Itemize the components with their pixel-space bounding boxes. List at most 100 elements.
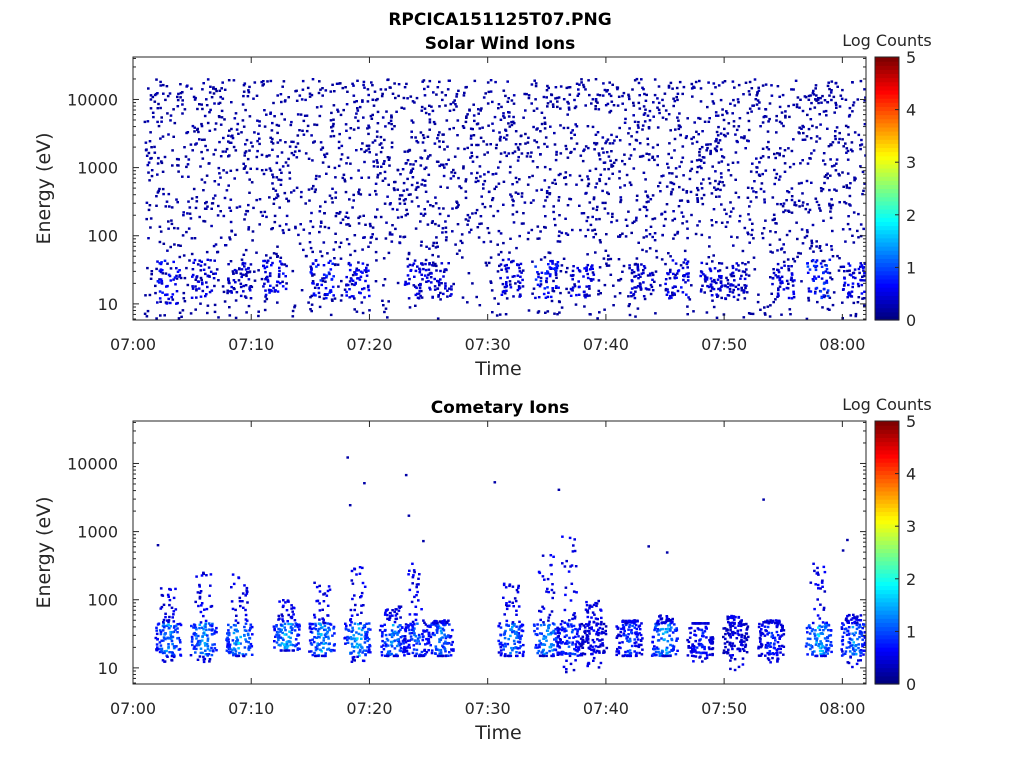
burst-cell <box>176 623 179 626</box>
noise-cell <box>149 226 152 229</box>
noise-cell <box>302 119 306 123</box>
burst-cell <box>293 629 297 632</box>
noise-cell <box>155 204 158 207</box>
noise-cell <box>400 215 403 219</box>
noise-cell <box>321 146 324 149</box>
burst-cell <box>227 633 230 637</box>
burst-cell <box>519 262 523 266</box>
noise-cell <box>166 94 170 98</box>
burst-cell <box>441 654 445 658</box>
noise-cell <box>691 142 694 145</box>
noise-cell <box>499 152 503 155</box>
burst-cell <box>516 274 520 277</box>
noise-cell <box>304 202 307 205</box>
noise-cell <box>621 232 624 235</box>
noise-cell <box>740 136 743 139</box>
burst-cell <box>417 633 421 637</box>
noise-cell <box>346 90 349 93</box>
noise-cell <box>343 288 347 291</box>
burst-cell <box>226 636 229 639</box>
noise-cell <box>243 82 247 85</box>
burst-cell <box>266 280 270 283</box>
noise-cell <box>202 82 205 85</box>
noise-cell <box>752 237 755 240</box>
noise-cell <box>467 272 471 275</box>
noise-cell <box>491 100 494 104</box>
noise-cell <box>477 108 480 111</box>
noise-cell <box>566 100 569 104</box>
noise-cell <box>791 280 795 283</box>
noise-cell <box>748 80 752 84</box>
noise-cell <box>661 98 664 102</box>
colorbar-swatch <box>875 266 899 272</box>
burst-cell <box>863 290 866 293</box>
burst-cell <box>709 269 713 273</box>
noise-cell <box>323 212 326 215</box>
noise-cell <box>319 141 323 144</box>
burst-cell <box>823 287 826 291</box>
noise-cell <box>520 195 524 198</box>
noise-cell <box>644 108 647 111</box>
noise-cell <box>695 170 699 174</box>
burst-cell <box>445 268 448 272</box>
noise-cell <box>357 261 360 264</box>
noise-cell <box>530 228 534 232</box>
burst-cell <box>416 590 419 594</box>
noise-cell <box>309 220 312 223</box>
noise-cell <box>756 92 759 95</box>
noise-cell <box>181 91 184 94</box>
noise-cell <box>650 285 654 289</box>
noise-cell <box>426 223 430 226</box>
noise-cell <box>264 295 267 298</box>
noise-cell <box>181 103 184 106</box>
noise-cell <box>628 127 631 130</box>
noise-cell <box>336 108 339 111</box>
burst-cell <box>709 277 713 280</box>
burst-cell <box>446 642 449 645</box>
burst-cell <box>394 614 398 617</box>
burst-cell <box>366 639 369 643</box>
noise-cell <box>361 99 364 102</box>
burst-cell <box>860 283 864 287</box>
burst-cell <box>155 632 159 636</box>
burst-cell <box>686 266 689 269</box>
noise-cell <box>632 101 635 105</box>
noise-cell <box>862 227 865 231</box>
noise-cell <box>262 83 265 86</box>
burst-cell <box>161 291 164 294</box>
noise-cell <box>231 136 235 140</box>
burst-cell <box>208 594 211 597</box>
noise-cell <box>271 148 274 151</box>
noise-cell <box>605 151 609 154</box>
burst-cell <box>412 262 416 265</box>
noise-cell <box>337 212 341 215</box>
noise-cell <box>778 95 781 98</box>
noise-cell <box>668 172 671 175</box>
noise-cell <box>408 306 412 309</box>
noise-cell <box>512 221 516 224</box>
noise-cell <box>482 140 485 143</box>
burst-cell <box>843 277 846 280</box>
burst-cell <box>444 636 448 640</box>
noise-cell <box>580 81 583 84</box>
burst-cell <box>290 607 293 610</box>
noise-cell <box>764 313 767 316</box>
noise-cell <box>746 196 750 199</box>
burst-cell <box>505 263 508 267</box>
burst-cell <box>433 622 436 625</box>
burst-cell <box>365 274 369 277</box>
noise-cell <box>785 199 788 202</box>
noise-cell <box>829 143 832 146</box>
noise-cell <box>217 183 220 186</box>
burst-cell <box>227 263 230 266</box>
noise-cell <box>846 125 850 129</box>
burst-cell <box>171 631 174 634</box>
noise-cell <box>835 162 838 165</box>
burst-cell <box>262 259 265 263</box>
noise-cell <box>309 265 313 268</box>
burst-cell <box>269 284 272 287</box>
burst-cell <box>295 624 299 627</box>
burst-cell <box>415 583 419 586</box>
noise-cell <box>457 176 460 180</box>
burst-cell <box>244 608 247 612</box>
